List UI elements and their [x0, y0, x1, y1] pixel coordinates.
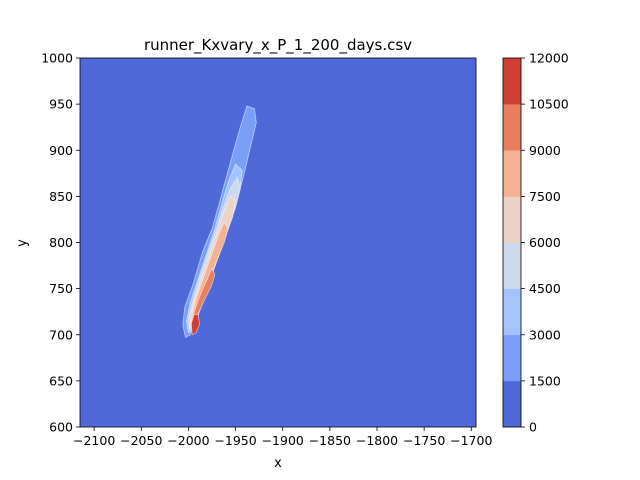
y-tick-label: 650 — [49, 373, 73, 388]
y-axis: 600 650 700 750 800 850 900 950 1000 — [41, 51, 80, 435]
colorbar-segment — [503, 334, 521, 382]
y-tick-label: 1000 — [41, 51, 73, 66]
colorbar-segment — [503, 58, 521, 105]
y-axis-label: y — [15, 239, 30, 247]
colorbar-tick-label: 10500 — [529, 97, 569, 112]
colorbar-tick-label: 7500 — [529, 189, 561, 204]
x-tick-label: −1700 — [450, 433, 492, 448]
y-tick-label: 700 — [49, 327, 73, 342]
x-axis: −2100 −2050 −2000 −1950 −1900 −1850 −1800 −1750… — [73, 427, 492, 448]
colorbar-segment — [503, 288, 521, 336]
y-tick-label: 800 — [49, 235, 73, 250]
colorbar-tick-label: 9000 — [529, 143, 561, 158]
x-tick-label: −2000 — [167, 433, 209, 448]
y-tick-label: 600 — [49, 420, 73, 435]
colorbar-tick-label: 0 — [529, 420, 537, 435]
colorbar-tick-label: 4500 — [529, 281, 561, 296]
contour-band-6 — [191, 267, 216, 325]
colorbar-tick-label: 12000 — [529, 51, 569, 66]
y-tick-label: 850 — [49, 189, 73, 204]
plot-area — [79, 57, 477, 428]
colorbar-segment — [503, 104, 521, 151]
plot-background — [80, 58, 476, 427]
chart-title: runner_Kxvary_x_P_1_200_days.csv — [144, 36, 412, 55]
x-tick-label: −1750 — [403, 433, 445, 448]
y-tick-label: 750 — [49, 281, 73, 296]
colorbar: 0 1500 3000 4500 6000 7500 9000 10500 12000 — [502, 51, 569, 435]
colorbar-segment — [503, 380, 521, 428]
x-tick-label: −2050 — [120, 433, 162, 448]
contour-band-7 — [190, 314, 201, 336]
y-tick-label: 950 — [49, 97, 73, 112]
colorbar-tick-label: 6000 — [529, 235, 561, 250]
x-axis-label: x — [274, 456, 282, 471]
colorbar-segment — [503, 242, 521, 289]
x-tick-label: −1900 — [262, 433, 304, 448]
x-tick-label: −1800 — [356, 433, 398, 448]
x-tick-label: −1950 — [214, 433, 256, 448]
colorbar-tick-label: 3000 — [529, 327, 561, 342]
x-tick-label: −1850 — [309, 433, 351, 448]
x-tick-label: −2100 — [73, 433, 115, 448]
colorbar-segment — [503, 196, 521, 243]
y-tick-label: 900 — [49, 143, 73, 158]
colorbar-tick-label: 1500 — [529, 373, 561, 388]
plume-contours — [182, 105, 257, 338]
colorbar-segment — [503, 150, 521, 197]
